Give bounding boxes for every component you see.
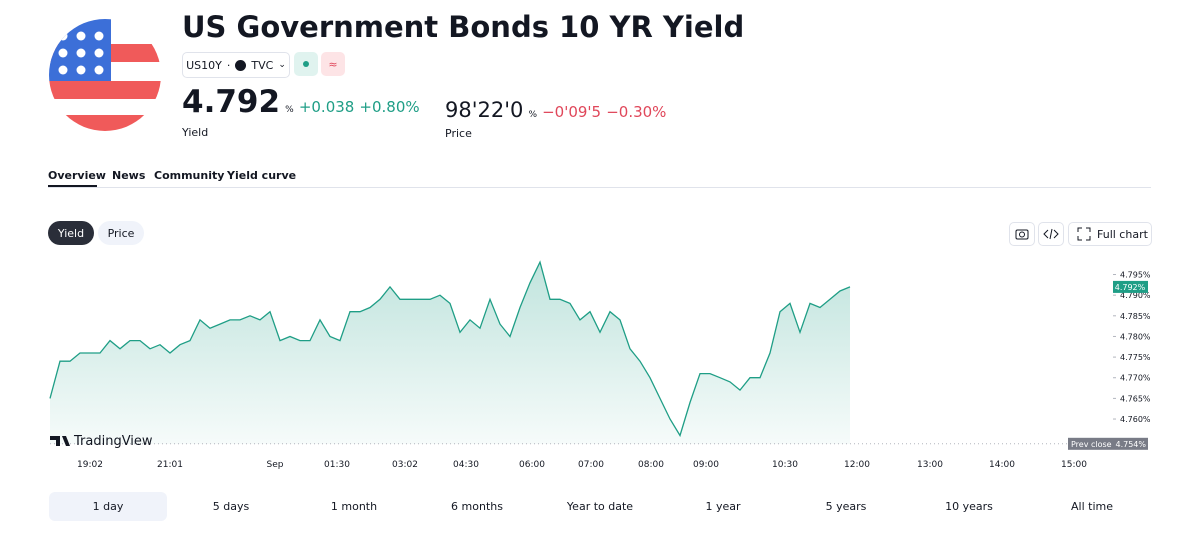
period-button[interactable]: 5 years [825, 500, 867, 513]
yield-change: +0.038 [298, 98, 355, 116]
period-button[interactable]: 10 years [945, 500, 993, 513]
exchange-logo [235, 59, 247, 71]
y-tick-label: 4.775% [1120, 353, 1151, 362]
price-value: 98'22'0 [445, 98, 524, 122]
price-change: −0'09'5 [542, 103, 602, 121]
yield-value: 4.792 [182, 84, 281, 120]
yield-quote: 4.792 % +0.038 +0.80% [182, 84, 420, 120]
prev-close-value: 4.754% [1115, 440, 1146, 449]
title: US Government Bonds 10 YR Yield [182, 10, 745, 44]
x-tick-label: 19:02 [77, 460, 103, 470]
tab-underline [48, 185, 97, 187]
symbol: US10Y [186, 58, 222, 72]
toggle-yield[interactable]: Yield [48, 221, 94, 245]
y-tick-label: 4.780% [1120, 332, 1151, 341]
separator: · [226, 58, 231, 72]
y-tick-label: 4.760% [1120, 415, 1151, 424]
period-button[interactable]: 6 months [451, 500, 503, 513]
area [50, 262, 850, 444]
line [49, 260, 851, 438]
y-tick-label: 4.770% [1120, 374, 1151, 383]
y-tick-label: 4.785% [1120, 312, 1151, 321]
delayed-status[interactable]: ≈ [321, 52, 345, 76]
period-button[interactable]: 1 year [705, 500, 741, 513]
chevron: ⌄ [278, 60, 286, 70]
x-tick-label: 09:00 [693, 460, 719, 470]
price-label: Price [445, 127, 472, 140]
x-tick-label: 10:30 [772, 460, 798, 470]
period-button[interactable]: 1 month [330, 500, 378, 513]
full-chart-button[interactable]: Full chart [1068, 222, 1152, 246]
x-tick-label: 01:30 [324, 460, 350, 470]
full-chart-label: Full chart [1097, 227, 1148, 241]
x-tick-label: 13:00 [917, 460, 943, 470]
last-value-label: 4.792% [1115, 283, 1146, 292]
prev-close-label: Prev close [1071, 440, 1112, 449]
flag-icon [49, 19, 161, 131]
status-dot [303, 61, 309, 67]
code-icon [1043, 228, 1059, 240]
tab[interactable]: Community [154, 169, 225, 182]
price-quote: 98'22'0 % −0'09'5 −0.30% [445, 98, 666, 122]
x-tick-label: 14:00 [989, 460, 1015, 470]
expand-icon [1077, 227, 1091, 241]
camera-icon [1015, 229, 1029, 240]
divider [48, 187, 1151, 188]
period-button[interactable]: 1 day [49, 492, 167, 521]
toggle-price[interactable]: Price [98, 221, 144, 245]
x-tick-label: 21:01 [157, 460, 183, 470]
x-tick-label: 08:00 [638, 460, 664, 470]
last-value-badge [1113, 280, 1148, 293]
price-unit: % [528, 110, 538, 120]
x-tick-label: 12:00 [844, 460, 870, 470]
x-tick-label: Sep [267, 460, 284, 470]
y-tick-label: 4.765% [1120, 394, 1151, 403]
yield-unit: % [285, 105, 294, 115]
yield-change-percent: +0.80% [359, 98, 420, 116]
y-tick-label: 4.795% [1120, 271, 1151, 280]
market-status[interactable] [294, 52, 318, 76]
yield-label: Yield [182, 126, 209, 139]
x-tick-label: 07:00 [578, 460, 604, 470]
tab[interactable]: Yield curve [227, 169, 297, 182]
prev-close-badge [1068, 437, 1148, 450]
y-tick-label: 4.790% [1120, 291, 1151, 300]
symbol-chip[interactable]: US10Y · TVC ⌄ [182, 52, 290, 78]
embed-button[interactable] [1038, 222, 1064, 246]
period-button[interactable]: Year to date [566, 500, 634, 513]
x-tick-label: 04:30 [453, 460, 479, 470]
brand-logo [50, 436, 70, 446]
period-button[interactable]: All time [1071, 500, 1113, 513]
exchange: TVC [251, 58, 274, 72]
snapshot-button[interactable] [1009, 222, 1035, 246]
x-tick-label: 03:02 [392, 460, 418, 470]
tab[interactable]: News [112, 169, 146, 182]
x-tick-label: 15:00 [1061, 460, 1087, 470]
price-change-percent: −0.30% [606, 103, 667, 121]
x-tick-label: 06:00 [519, 460, 545, 470]
period-button[interactable]: 5 days [212, 500, 250, 513]
tab[interactable]: Overview [48, 169, 106, 182]
brand: TradingView [73, 434, 153, 449]
